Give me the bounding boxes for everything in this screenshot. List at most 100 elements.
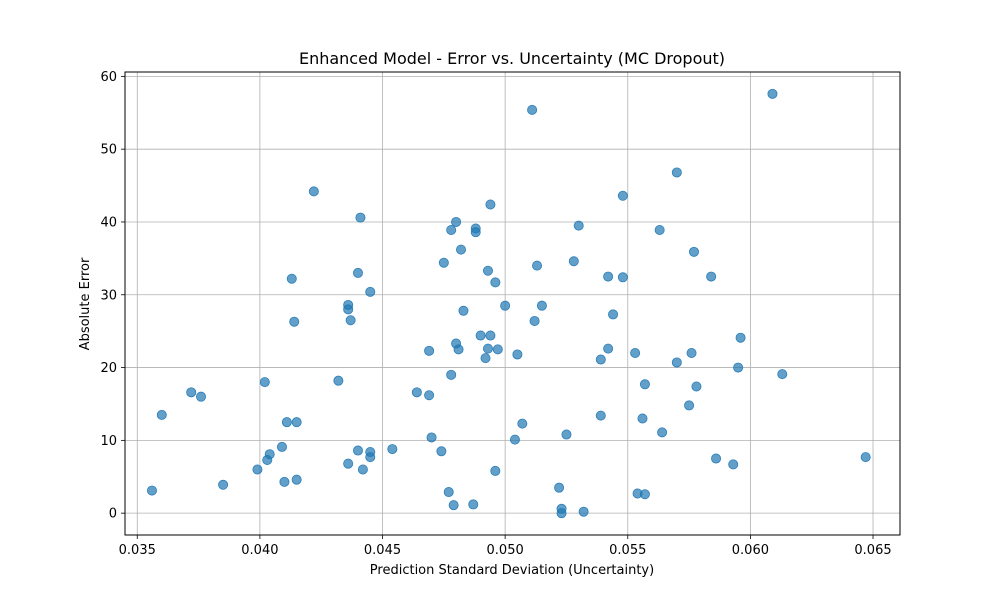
data-point <box>637 413 648 424</box>
data-point <box>146 485 157 496</box>
data-point <box>735 332 746 343</box>
data-point <box>684 400 695 411</box>
data-point <box>438 257 449 268</box>
data-point <box>561 429 572 440</box>
data-point <box>436 446 447 457</box>
data-point <box>343 304 354 315</box>
data-point <box>517 418 528 429</box>
x-tick-label: 0.065 <box>854 543 891 558</box>
x-tick-label: 0.045 <box>364 543 401 558</box>
data-point <box>352 445 363 456</box>
data-point <box>426 432 437 443</box>
data-point <box>578 506 589 517</box>
data-point <box>218 479 229 490</box>
data-point <box>509 434 520 445</box>
data-point <box>453 344 464 355</box>
data-point <box>424 345 435 356</box>
data-points <box>146 88 871 519</box>
data-point <box>352 267 363 278</box>
data-point <box>387 444 398 455</box>
data-point <box>482 343 493 354</box>
data-point <box>556 508 567 519</box>
data-point <box>603 343 614 354</box>
data-point <box>767 88 778 99</box>
data-point <box>470 227 481 238</box>
data-point <box>259 377 270 388</box>
data-point <box>448 500 459 511</box>
data-point <box>639 379 650 390</box>
data-point <box>357 464 368 475</box>
data-point <box>355 212 366 223</box>
data-point <box>536 300 547 311</box>
data-point <box>657 427 668 438</box>
data-point <box>291 417 302 428</box>
data-point <box>443 487 454 498</box>
data-point <box>512 349 523 360</box>
data-point <box>654 224 665 235</box>
x-tick-label: 0.050 <box>487 543 524 558</box>
data-point <box>671 167 682 178</box>
data-point <box>446 224 457 235</box>
x-axis-ticks: 0.035 0.040 0.045 0.050 0.055 0.060 0.065 <box>119 535 892 558</box>
data-point <box>289 316 300 327</box>
data-point <box>573 220 584 231</box>
data-point <box>529 315 540 326</box>
data-point <box>733 362 744 373</box>
data-point <box>333 375 344 386</box>
data-point <box>156 409 167 420</box>
grid-lines <box>125 72 900 535</box>
y-tick-label: 60 <box>100 70 117 85</box>
data-point <box>455 244 466 255</box>
data-point <box>527 104 538 115</box>
data-point <box>490 277 501 288</box>
x-tick-label: 0.060 <box>732 543 769 558</box>
data-point <box>365 452 376 463</box>
data-point <box>671 357 682 368</box>
y-tick-label: 50 <box>100 143 117 158</box>
y-tick-label: 20 <box>100 361 117 376</box>
data-point <box>686 348 697 359</box>
data-point <box>196 391 207 402</box>
data-point <box>365 286 376 297</box>
data-point <box>639 489 650 500</box>
data-point <box>688 246 699 257</box>
x-tick-label: 0.040 <box>241 543 278 558</box>
x-axis-label: Prediction Standard Deviation (Uncertain… <box>370 563 654 578</box>
data-point <box>480 353 491 364</box>
data-point <box>490 465 501 476</box>
y-tick-label: 40 <box>100 215 117 230</box>
data-point <box>279 476 290 487</box>
data-point <box>482 265 493 276</box>
data-point <box>608 309 619 320</box>
data-point <box>617 272 628 283</box>
data-point <box>485 330 496 341</box>
data-point <box>451 216 462 227</box>
data-point <box>281 417 292 428</box>
data-point <box>595 354 606 365</box>
data-point <box>186 387 197 398</box>
data-point <box>554 482 565 493</box>
data-point <box>777 369 788 380</box>
y-tick-label: 0 <box>109 507 117 522</box>
data-point <box>617 190 628 201</box>
data-point <box>500 300 511 311</box>
y-axis-label: Absolute Error <box>78 257 93 350</box>
y-tick-label: 10 <box>100 434 117 449</box>
data-point <box>286 273 297 284</box>
data-point <box>492 344 503 355</box>
data-point <box>475 330 486 341</box>
data-point <box>424 390 435 401</box>
data-point <box>264 449 275 460</box>
data-point <box>446 369 457 380</box>
data-point <box>603 271 614 282</box>
y-tick-label: 30 <box>100 288 117 303</box>
data-point <box>728 459 739 470</box>
data-point <box>291 474 302 485</box>
data-point <box>711 453 722 464</box>
chart-title: Enhanced Model - Error vs. Uncertainty (… <box>299 49 725 68</box>
data-point <box>595 410 606 421</box>
plot-area-frame <box>124 71 901 536</box>
data-point <box>276 441 287 452</box>
